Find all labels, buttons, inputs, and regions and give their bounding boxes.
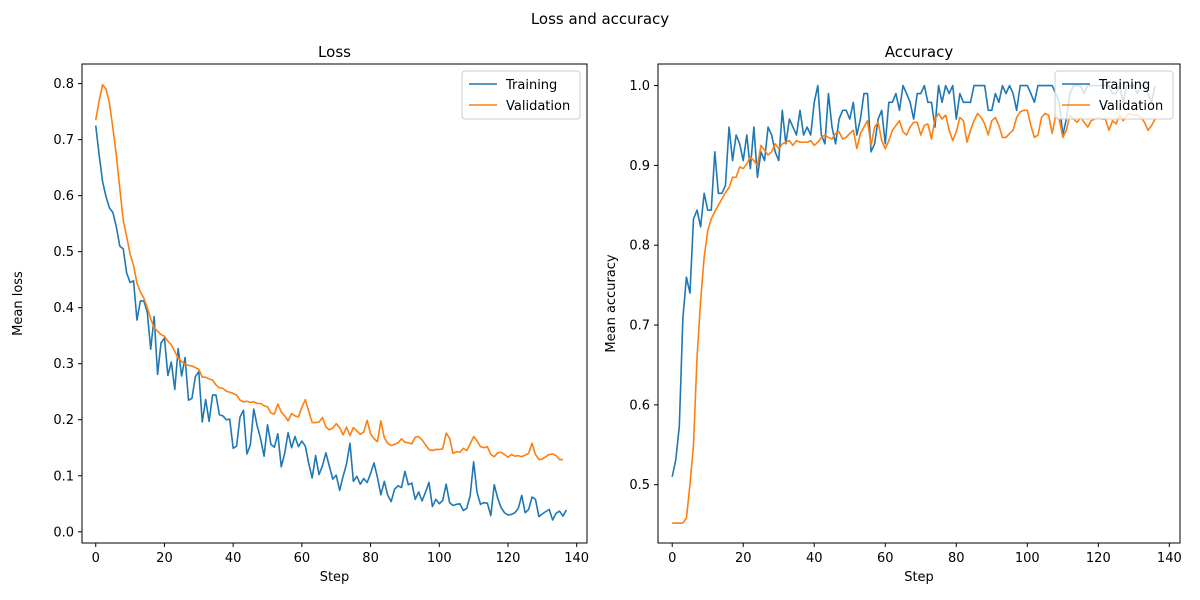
accuracy-x-tick-label: 100 — [1015, 551, 1040, 566]
loss-x-tick-label: 80 — [362, 551, 379, 566]
accuracy-y-tick-label: 0.9 — [629, 159, 650, 174]
loss-validation-line — [94, 83, 563, 461]
accuracy-panel: Accuracy 0 20 40 60 80 100 120 140 0.5 0.6 0.7 0.8 0.… — [604, 43, 1182, 585]
loss-legend: Training Validation — [461, 70, 581, 120]
accuracy-x-tick-label: 0 — [668, 551, 676, 566]
accuracy-title: Accuracy — [885, 43, 954, 61]
loss-panel: Loss 0 20 40 60 80 100 120 140 0.0 0.1 0.2 0.3 0.4 0.5… — [11, 43, 589, 585]
loss-y-tick-label: 0.7 — [53, 133, 74, 148]
accuracy-x-axis-label: Step — [904, 570, 934, 585]
accuracy-legend-training-label: Training — [1098, 78, 1150, 93]
accuracy-x-tick-label: 20 — [735, 551, 752, 566]
loss-legend-box — [461, 70, 581, 120]
accuracy-y-tick-label: 0.8 — [629, 239, 650, 254]
loss-x-tick-label: 20 — [156, 551, 173, 566]
loss-x-tick-label: 60 — [294, 551, 311, 566]
loss-legend-validation-label: Validation — [506, 99, 570, 114]
loss-y-tick-label: 0.8 — [53, 77, 74, 92]
accuracy-y-tick-label: 0.6 — [629, 398, 650, 413]
accuracy-y-tick-label: 1.0 — [629, 79, 650, 94]
figure-title: Loss and accuracy — [531, 10, 669, 28]
loss-x-tick-label: 40 — [225, 551, 242, 566]
loss-y-tick-label: 0.0 — [53, 525, 74, 540]
loss-x-tick-label: 140 — [564, 551, 589, 566]
loss-title: Loss — [318, 43, 351, 61]
loss-y-tick-label: 0.6 — [53, 189, 74, 204]
loss-x-tick-label: 120 — [496, 551, 521, 566]
accuracy-y-tick-label: 0.5 — [629, 478, 650, 493]
accuracy-y-tick-label: 0.7 — [629, 319, 650, 334]
loss-x-tick-label: 100 — [427, 551, 452, 566]
loss-training-line — [94, 125, 568, 521]
loss-y-tick-label: 0.4 — [53, 301, 74, 316]
loss-x-tick-label: 0 — [92, 551, 100, 566]
loss-y-tick-label: 0.1 — [53, 469, 74, 484]
loss-plot-frame — [81, 63, 588, 544]
accuracy-training-line — [671, 84, 1156, 477]
loss-x-axis-label: Step — [320, 570, 350, 585]
accuracy-x-tick-label: 60 — [877, 551, 894, 566]
accuracy-x-tick-label: 40 — [806, 551, 823, 566]
loss-y-axis-label: Mean loss — [11, 271, 26, 336]
loss-y-tick-label: 0.3 — [53, 357, 74, 372]
loss-y-tick-label: 0.5 — [53, 245, 74, 260]
accuracy-legend-validation-label: Validation — [1099, 99, 1163, 114]
accuracy-legend: Training Validation — [1054, 70, 1174, 120]
accuracy-validation-line — [672, 109, 1156, 524]
accuracy-x-tick-label: 140 — [1157, 551, 1182, 566]
loss-legend-training-label: Training — [505, 78, 557, 93]
accuracy-x-tick-label: 120 — [1086, 551, 1111, 566]
accuracy-plot-frame — [657, 63, 1181, 544]
accuracy-y-axis-label: Mean accuracy — [604, 254, 619, 353]
loss-y-tick-label: 0.2 — [53, 413, 74, 428]
accuracy-legend-box — [1054, 70, 1174, 120]
accuracy-x-tick-label: 80 — [948, 551, 965, 566]
